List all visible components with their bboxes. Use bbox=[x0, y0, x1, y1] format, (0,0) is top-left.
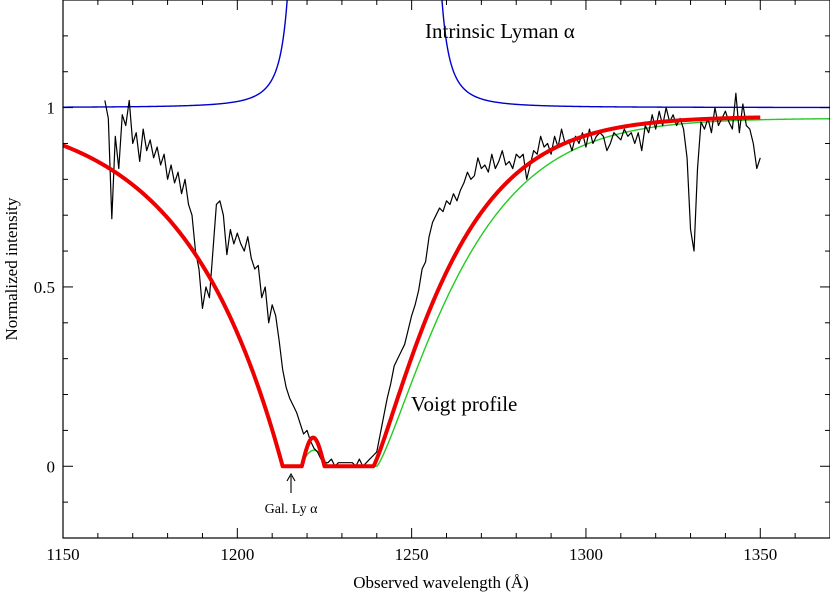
observed-spectrum-line bbox=[104, 92, 761, 467]
intrinsic-lyman-curve bbox=[63, 0, 830, 109]
x-tick-label: 1250 bbox=[395, 545, 429, 564]
galactic-lyman-label: Gal. Ly α bbox=[265, 502, 318, 517]
y-tick-label: 0.5 bbox=[34, 278, 55, 297]
series-layer bbox=[63, 0, 830, 469]
voigt-fit-curve bbox=[63, 115, 762, 469]
galactic-arrow-icon bbox=[286, 472, 296, 493]
y-tick-label: 1 bbox=[47, 99, 56, 118]
x-tick-label: 1300 bbox=[569, 545, 603, 564]
x-tick-label: 1200 bbox=[220, 545, 254, 564]
y-axis-label: Normalized intensity bbox=[2, 197, 21, 341]
voigt-profile-label: Voigt profile bbox=[411, 392, 517, 416]
x-tick-label: 1350 bbox=[743, 545, 777, 564]
intrinsic-lyman-label: Intrinsic Lyman α bbox=[425, 19, 575, 43]
tick-layer: 1150 1200 1250 1300 1350 0 0.5 1 bbox=[34, 0, 830, 564]
x-tick-label: 1150 bbox=[46, 545, 79, 564]
y-tick-label: 0 bbox=[47, 457, 56, 476]
x-axis-label: Observed wavelength (Å) bbox=[353, 573, 529, 592]
